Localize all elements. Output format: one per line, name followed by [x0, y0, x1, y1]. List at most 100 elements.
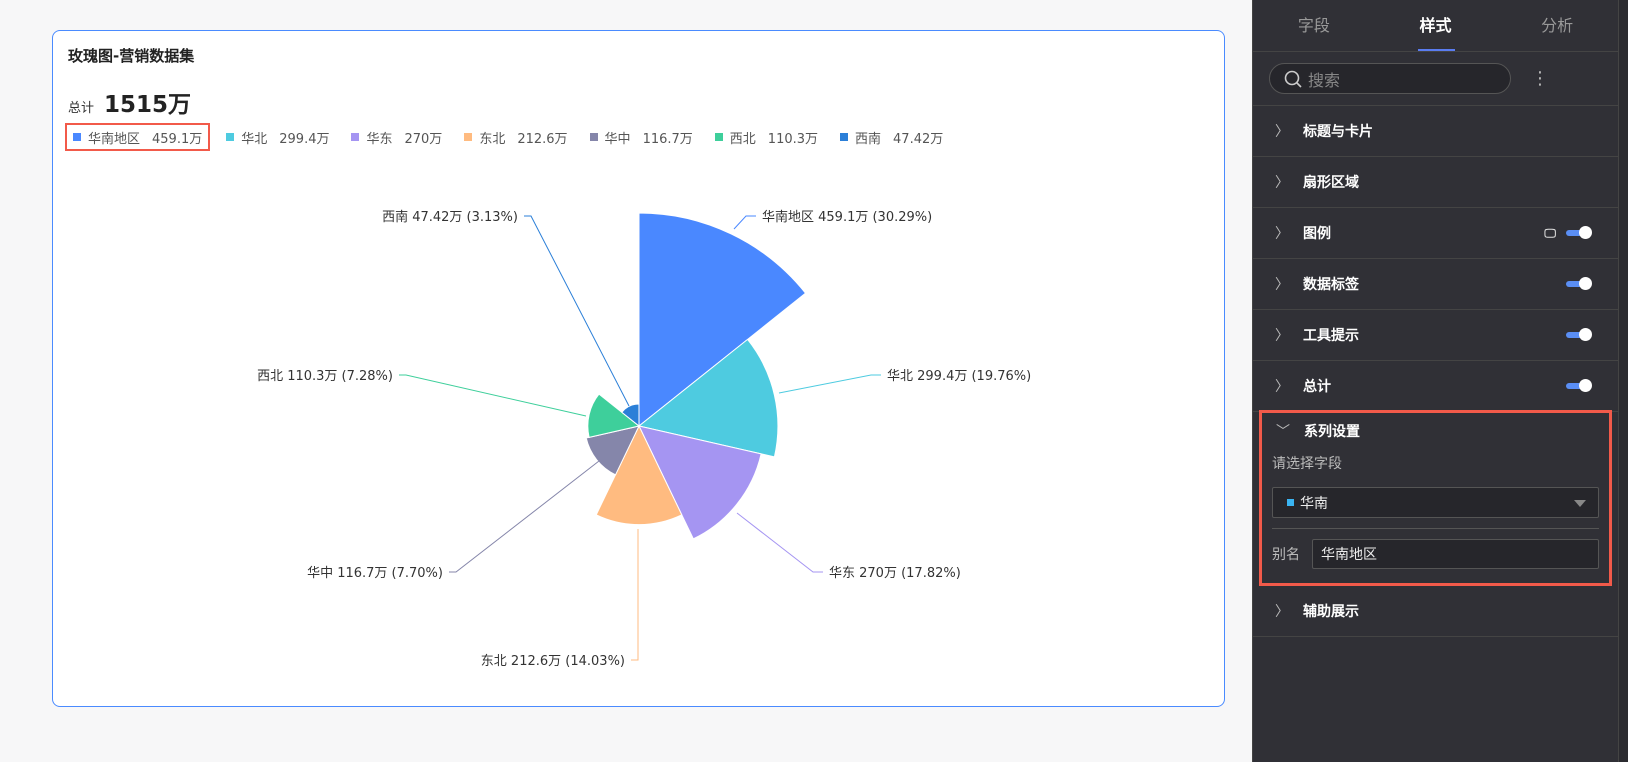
toggle-switch[interactable]: [1566, 226, 1592, 239]
chevron-right-icon: 〉: [1275, 175, 1289, 191]
legend-label: 华东: [366, 131, 393, 147]
series-settings-label: 系列设置: [1304, 424, 1360, 440]
legend-value: 299.4万: [279, 131, 330, 147]
data-label: 东北 212.6万 (14.03%): [481, 654, 625, 669]
legend-value: 116.7万: [642, 131, 693, 147]
rose-slice[interactable]: [637, 338, 779, 458]
legend-item[interactable]: 华中 116.7万: [584, 123, 699, 151]
legend-swatch: [351, 133, 360, 141]
series-color-swatch: [1287, 499, 1294, 506]
legend-label: 华中: [604, 131, 631, 147]
alias-input[interactable]: [1312, 539, 1599, 569]
search-row: 搜索 ⋮: [1253, 52, 1618, 106]
legend-swatch: [226, 133, 235, 141]
legend-item[interactable]: 华北 299.4万: [220, 123, 335, 151]
chevron-right-icon: 〉: [1275, 328, 1289, 344]
tab-fields[interactable]: 字段: [1297, 16, 1330, 35]
search-input[interactable]: 搜索: [1269, 63, 1511, 94]
toggle-switch[interactable]: [1566, 379, 1592, 392]
label-leader-line: [778, 374, 881, 394]
label-leader-line: [399, 374, 587, 417]
legend-item[interactable]: 西南 47.42万: [834, 123, 949, 151]
rose-slice[interactable]: [595, 424, 683, 526]
section-label: 总计: [1303, 379, 1331, 395]
legend-swatch: [73, 133, 81, 141]
toggle-switch[interactable]: [1566, 328, 1592, 341]
data-label: 西南 47.42万 (3.13%): [382, 209, 518, 225]
rose-slice[interactable]: [621, 403, 640, 428]
monitor-icon[interactable]: 🖵: [1544, 225, 1556, 240]
legend-swatch: [714, 133, 723, 141]
total-label: 总计: [68, 101, 95, 116]
legend-item[interactable]: 西北 110.3万: [709, 123, 824, 151]
label-leader-line: [449, 460, 600, 573]
data-label: 华南地区 459.1万 (30.29%): [762, 209, 932, 225]
data-label: 西北 110.3万 (7.28%): [257, 369, 393, 384]
rose-slice[interactable]: [587, 393, 641, 438]
section-item[interactable]: 〉标题与卡片: [1253, 106, 1618, 157]
search-placeholder: 搜索: [1308, 70, 1341, 90]
section-label: 标题与卡片: [1303, 124, 1373, 140]
toggle-switch[interactable]: [1566, 277, 1592, 290]
chevron-right-icon: 〉: [1275, 124, 1289, 140]
section-item[interactable]: 〉图例 🖵: [1253, 208, 1618, 259]
chevron-right-icon: 〉: [1275, 604, 1289, 620]
legend-item[interactable]: 东北 212.6万: [458, 123, 573, 151]
style-panel: 字段 样式 分析 搜索 ⋮ 〉标题与卡片〉扇形区域〉图例 🖵 〉数据标签〉工具提示〉…: [1252, 0, 1618, 762]
rose-chart: 华南地区 459.1万 (30.29%) 华北 299.4万 (19.76%) 华东…: [257, 209, 1031, 669]
label-leader-line: [631, 529, 639, 661]
data-label: 华东 270万 (17.82%): [829, 566, 961, 581]
caret-down-icon: [1574, 500, 1586, 507]
section-label: 图例: [1303, 226, 1331, 242]
field-select-value: 华南: [1300, 495, 1328, 512]
legend-item[interactable]: 华东 270万: [345, 123, 448, 151]
rose-slice[interactable]: [585, 425, 640, 476]
divider: [1272, 528, 1599, 529]
section-label: 辅助展示: [1303, 604, 1359, 620]
legend: 华南地区 459.1万 华北 299.4万 华东 270万 东北 212.6万 华中 116.7万…: [65, 123, 959, 151]
legend-value: 110.3万: [767, 131, 819, 147]
legend-value: 270万: [404, 131, 443, 147]
alias-label: 别名: [1272, 547, 1300, 563]
legend-swatch: [464, 133, 473, 141]
label-leader-line: [736, 512, 823, 573]
legend-swatch: [589, 133, 598, 141]
scrollbar[interactable]: [1618, 0, 1628, 762]
series-settings: ﹀ 系列设置 请选择字段 华南 别名: [1259, 410, 1612, 586]
data-label: 华北 299.4万 (19.76%): [887, 369, 1031, 384]
legend-label: 东北: [479, 131, 506, 147]
section-label: 扇形区域: [1303, 175, 1359, 191]
legend-item[interactable]: 华南地区 459.1万: [65, 123, 211, 151]
legend-value: 212.6万: [517, 131, 568, 147]
legend-label: 华南地区: [88, 131, 141, 147]
chevron-right-icon: 〉: [1275, 379, 1289, 395]
rose-slice[interactable]: [638, 212, 807, 428]
chevron-down-icon: ﹀: [1276, 424, 1290, 440]
field-select[interactable]: 华南: [1272, 487, 1599, 518]
legend-value: 47.42万: [893, 131, 944, 147]
rose-slice[interactable]: [638, 425, 762, 540]
total-value: 1515万: [104, 92, 192, 118]
chart-title: 玫瑰图-营销数据集: [68, 47, 195, 65]
chart-card: 玫瑰图-营销数据集 总计 1515万 华南地区 459.1万 华北 299.4万 华东 2…: [52, 30, 1225, 707]
section-item[interactable]: 〉数据标签: [1253, 259, 1618, 310]
section-item[interactable]: 〉工具提示: [1253, 310, 1618, 361]
more-icon[interactable]: ⋮: [1531, 68, 1549, 89]
legend-swatch: [840, 133, 849, 141]
series-settings-header[interactable]: ﹀ 系列设置: [1272, 413, 1599, 449]
tab-style[interactable]: 样式: [1375, 0, 1497, 51]
panel-tabs: 字段 样式 分析: [1253, 0, 1618, 52]
label-leader-line: [733, 215, 756, 230]
section-item[interactable]: 〉总计: [1253, 361, 1618, 412]
alias-row: 别名: [1272, 539, 1599, 569]
chevron-right-icon: 〉: [1275, 226, 1289, 242]
section-item[interactable]: 〉扇形区域: [1253, 157, 1618, 208]
legend-label: 西北: [729, 131, 756, 147]
label-leader-line: [524, 215, 630, 407]
tab-analysis[interactable]: 分析: [1541, 16, 1574, 35]
search-icon: [1284, 70, 1302, 88]
section-auxiliary[interactable]: 〉辅助展示: [1253, 586, 1618, 637]
total: 总计 1515万: [68, 85, 191, 119]
field-label: 请选择字段: [1272, 456, 1342, 472]
legend-value: 459.1万: [152, 131, 203, 147]
